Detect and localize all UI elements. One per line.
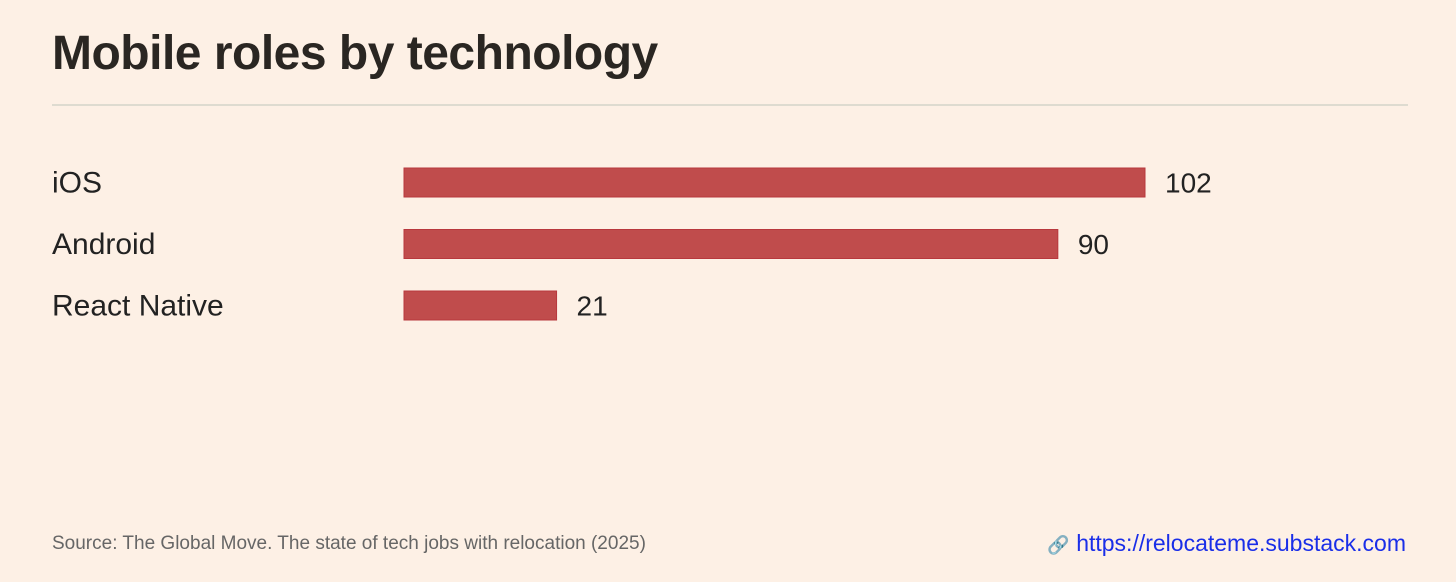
category-label: iOS xyxy=(52,167,102,200)
value-label: 21 xyxy=(577,291,608,322)
link-url: https://relocateme.substack.com xyxy=(1076,530,1406,556)
source-note: Source: The Global Move. The state of te… xyxy=(52,533,646,554)
bar xyxy=(403,167,1146,198)
link-icon: 🔗 xyxy=(1047,535,1070,555)
category-label: Android xyxy=(52,228,155,261)
chart-title: Mobile roles by technology xyxy=(52,27,658,80)
value-label: 102 xyxy=(1165,168,1212,199)
bar xyxy=(403,290,558,321)
title-divider xyxy=(52,104,1408,106)
bar-chart: iOS 102 Android 90 React Native 21 xyxy=(52,167,1212,323)
value-label: 90 xyxy=(1078,229,1109,260)
category-label: React Native xyxy=(52,290,224,323)
source-link[interactable]: 🔗 https://relocateme.substack.com xyxy=(1047,530,1406,557)
bar xyxy=(403,229,1059,259)
